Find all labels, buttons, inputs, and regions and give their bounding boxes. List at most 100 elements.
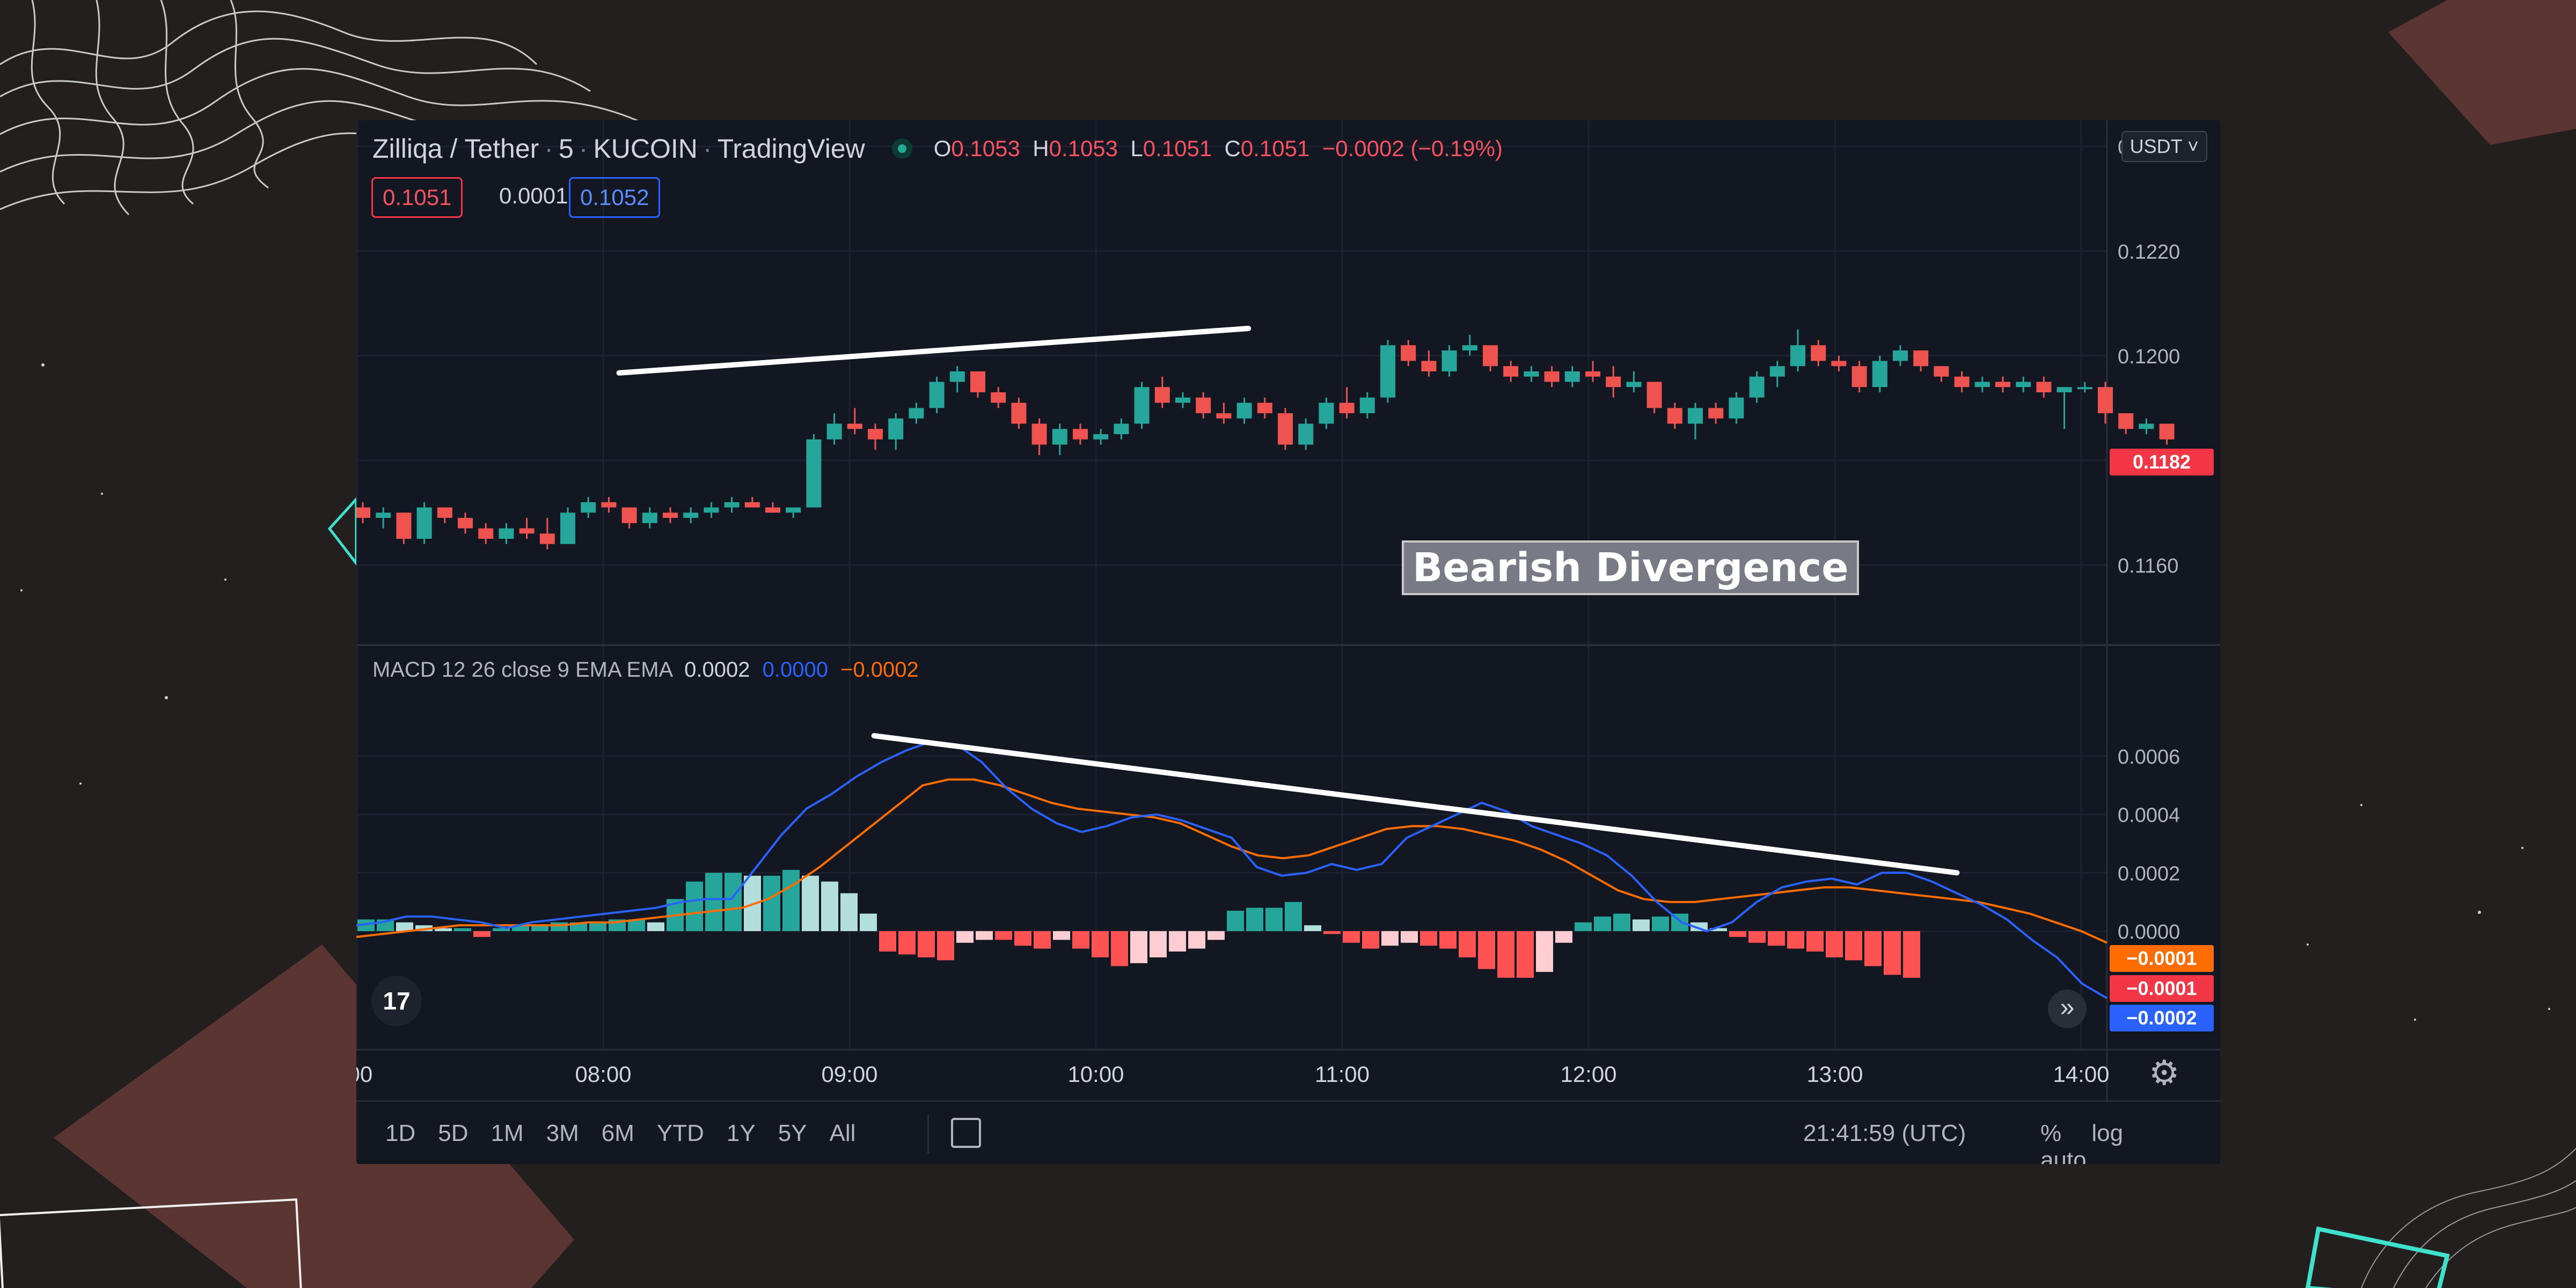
period-button[interactable]: 1D [385,1120,416,1146]
candle-body [601,502,617,508]
topographic-lines-decoration [0,0,645,216]
candle-body [1913,350,1929,367]
macd-histogram-bar [1208,931,1225,940]
candle-body [376,513,391,518]
macd-histogram-bar [686,881,703,931]
candle-body [1749,376,1765,398]
bearish-divergence-label[interactable]: Bearish Divergence [1402,540,1860,595]
macd-histogram-bar [705,873,722,931]
currency-selector[interactable]: USDT ˅ [2121,131,2207,162]
period-button[interactable]: YTD [656,1120,704,1146]
macd-histogram-bar [415,925,433,931]
candle-body [581,502,596,513]
macd-histogram-bar [1227,910,1244,931]
candle-body [663,513,678,518]
auto-scale-button[interactable]: auto [2040,1147,2087,1164]
candle-body [1893,350,1908,361]
candle-body [621,507,637,523]
price-tick-label: 0.1200 [2118,346,2180,368]
date-range-icon[interactable] [951,1118,981,1148]
candle-body [786,507,801,513]
candle-body [826,423,842,440]
macd-histogram-bar [1710,928,1727,931]
percent-scale-button[interactable]: % [2040,1120,2062,1146]
buy-price-button[interactable]: 0.1052 [569,177,661,218]
teal-outline-decoration [2305,1226,2450,1288]
macd-histogram-bar [860,913,877,931]
macd-histogram-bar [1768,931,1785,946]
candle-body [909,408,924,419]
chart-canvas[interactable]: 0.12400.12200.12000.11600.00060.00040.00… [356,120,2220,1100]
period-button[interactable]: All [829,1120,856,1146]
candle-body [1134,387,1150,424]
candle-body [1441,350,1457,371]
symbol-name[interactable]: Zilliqa / Tether [372,134,539,164]
ohlc-values: O0.1053 H0.1053 L0.1051 C0.1051 −0.0002 … [934,136,1503,162]
macd-histogram-bar [1072,931,1089,949]
close-label: C [1224,136,1241,161]
time-tick-label: 08:00 [575,1062,631,1087]
macd-histogram-bar [1034,931,1051,949]
macd-histogram-bar [724,873,742,931]
macd-histogram-bar [454,928,471,931]
candle-body [970,371,985,392]
candle-body [1278,413,1293,445]
period-button[interactable]: 1M [491,1120,524,1146]
macd-histogram-bar [1845,931,1862,961]
period-button[interactable]: 3M [546,1120,579,1146]
period-button[interactable]: 6M [601,1120,634,1146]
candle-body [1031,423,1047,445]
log-scale-button[interactable]: log [2091,1120,2124,1146]
candle-body [1196,397,1211,413]
market-open-status-icon[interactable] [891,138,912,159]
macd-histogram-bar [647,922,664,931]
macd-histogram-bar [937,931,954,961]
candle-body [539,533,555,544]
interval[interactable]: 5 [558,134,574,164]
macd-histogram-bar [531,925,548,931]
candle-body [1851,366,1867,387]
time-tick-label: 13:00 [1806,1062,1863,1087]
clock[interactable]: 21:41:59 (UTC) [1803,1120,1966,1146]
macd-tag-signal: −0.0001 [2110,945,2214,972]
candle-body [2118,413,2134,429]
candle-body [1729,397,1744,419]
macd-histogram-bar [840,893,858,931]
period-button[interactable]: 1Y [726,1120,756,1146]
candle-body [642,513,657,523]
gear-icon[interactable]: ⚙ [2149,1053,2180,1092]
time-tick-label: 09:00 [821,1062,877,1087]
close-value: 0.1051 [1240,136,1310,161]
scroll-to-realtime-button[interactable]: » [2048,990,2087,1028]
macd-legend[interactable]: MACD 12 26 close 9 EMA EMA 0.0002 0.0000… [372,658,919,682]
macd-histogram-bar [782,869,800,931]
candle-body [1974,382,1990,387]
macd-line-value: 0.0000 [762,658,828,682]
macd-histogram-bar [1806,931,1824,952]
white-outline-decoration [0,1198,303,1288]
candle-body [1483,345,1498,367]
separator-dot: · [579,134,588,164]
tradingview-logo[interactable]: 17 [371,976,422,1026]
macd-histogram-bar [1246,908,1263,931]
sell-price-button[interactable]: 0.1051 [371,177,463,218]
period-button[interactable]: 5Y [778,1120,807,1146]
macd-histogram-bar [976,931,993,940]
candle-body [1359,397,1375,413]
macd-histogram-bar [1130,931,1147,963]
macd-histogram-bar [918,931,935,957]
candle-body [1954,376,1970,387]
topographic-lines-decoration-br [2361,1148,2576,1288]
data-source: TradingView [717,134,865,164]
macd-histogram-bar [1729,931,1746,937]
candle-body [396,513,412,539]
candle-body [2016,382,2031,387]
macd-histogram-bar [1401,931,1418,943]
open-value: 0.1053 [951,136,1020,161]
macd-signal-line [356,778,2107,944]
period-button[interactable]: 5D [438,1120,469,1146]
candle-body [868,429,883,440]
candle-body [416,507,432,539]
macd-histogram-bar [1787,931,1804,949]
